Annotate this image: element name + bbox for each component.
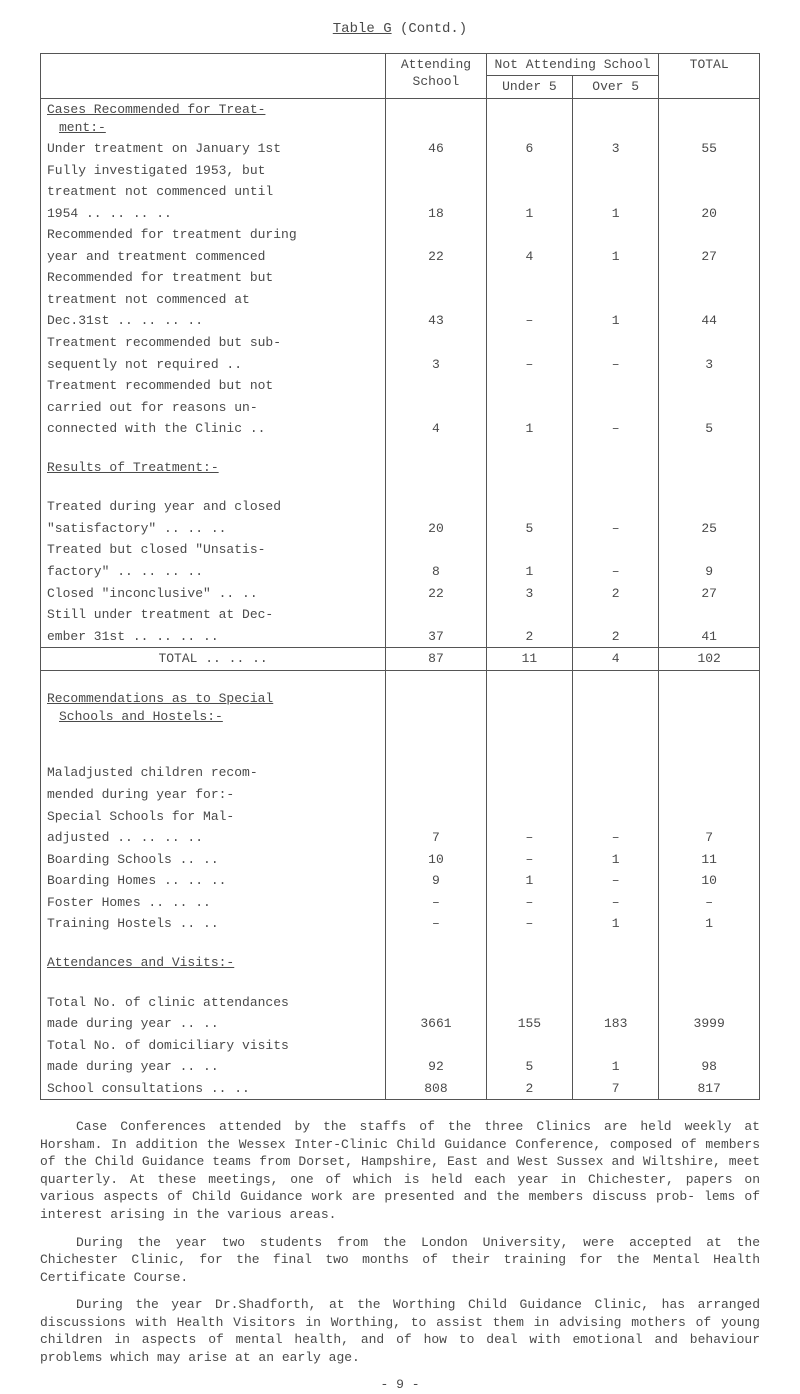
table-header-row: Attending School Not Attending School TO…	[41, 53, 760, 76]
table-row: Special Schools for Mal-	[41, 806, 760, 828]
col-total: TOTAL	[659, 53, 760, 98]
table-row: connected with the Clinic .. 4 1 – 5	[41, 418, 760, 440]
table-row: Recommended for treatment but	[41, 267, 760, 289]
table-row: Total No. of domiciliary visits	[41, 1035, 760, 1057]
col-under5: Under 5	[486, 76, 572, 99]
table-row: Boarding Homes .. .. .. 9 1 – 10	[41, 870, 760, 892]
table-row: Total No. of clinic attendances	[41, 992, 760, 1014]
table-row: adjusted .. .. .. .. 7 – – 7	[41, 827, 760, 849]
table-row: factory" .. .. .. .. 8 1 – 9	[41, 561, 760, 583]
body-text: Case Conferences attended by the staffs …	[40, 1118, 760, 1366]
table-row: 1954 .. .. .. .. 18 1 1 20	[41, 203, 760, 225]
section-heading: Schools and Hostels:-	[47, 708, 379, 726]
table-row: Recommendations as to Special Schools an…	[41, 670, 760, 762]
table-row: Dec.31st .. .. .. .. 43 – 1 44	[41, 310, 760, 332]
section-heading: Attendances and Visits:-	[47, 955, 234, 970]
table-row: Treatment recommended but not	[41, 375, 760, 397]
table-row: Treatment recommended but sub-	[41, 332, 760, 354]
table-row: treatment not commenced at	[41, 289, 760, 311]
table-row: Attendances and Visits:-	[41, 935, 760, 992]
table-row: Treated but closed "Unsatis-	[41, 539, 760, 561]
paragraph: Case Conferences attended by the staffs …	[40, 1118, 760, 1223]
table-row: Cases Recommended for Treat- ment:-	[41, 98, 760, 138]
table-row: Still under treatment at Dec-	[41, 604, 760, 626]
table-row: mended during year for:-	[41, 784, 760, 806]
table-row: year and treatment commenced 22 4 1 27	[41, 246, 760, 268]
table-row: Fully investigated 1953, but	[41, 160, 760, 182]
table-row: Closed "inconclusive" .. .. 22 3 2 27	[41, 583, 760, 605]
data-table: Attending School Not Attending School TO…	[40, 53, 760, 1100]
page-number: - 9 -	[40, 1376, 760, 1394]
paragraph: During the year Dr.Shadforth, at the Wor…	[40, 1296, 760, 1366]
table-row: Foster Homes .. .. .. – – – –	[41, 892, 760, 914]
table-row: made during year .. .. 3661 155 183 3999	[41, 1013, 760, 1035]
table-row: sequently not required .. 3 – – 3	[41, 354, 760, 376]
col-attending: Attending School	[386, 53, 487, 98]
paragraph: During the year two students from the Lo…	[40, 1234, 760, 1287]
table-row: ember 31st .. .. .. .. 37 2 2 41	[41, 626, 760, 648]
table-row: Training Hostels .. .. – – 1 1	[41, 913, 760, 935]
section-heading: Recommendations as to Special	[47, 691, 273, 706]
table-row: School consultations .. .. 808 2 7 817	[41, 1078, 760, 1100]
table-row: Recommended for treatment during	[41, 224, 760, 246]
col-not-attending: Not Attending School	[486, 53, 659, 76]
table-row: treatment not commenced until	[41, 181, 760, 203]
section-heading: Results of Treatment:-	[47, 460, 219, 475]
title-underline: Table G	[333, 21, 392, 37]
table-row: carried out for reasons un-	[41, 397, 760, 419]
page-title: Table G (Contd.)	[40, 20, 760, 39]
table-total-row: TOTAL .. .. .. 87 11 4 102	[41, 648, 760, 671]
section-heading: Cases Recommended for Treat-	[47, 102, 265, 117]
table-row: made during year .. .. 92 5 1 98	[41, 1056, 760, 1078]
table-row: Results of Treatment:-	[41, 440, 760, 497]
col-over5: Over 5	[573, 76, 659, 99]
title-suffix: (Contd.)	[392, 21, 468, 37]
table-row: Under treatment on January 1st 46 6 3 55	[41, 138, 760, 160]
table-row: Boarding Schools .. .. 10 – 1 11	[41, 849, 760, 871]
table-row: "satisfactory" .. .. .. 20 5 – 25	[41, 518, 760, 540]
table-row: Maladjusted children recom-	[41, 762, 760, 784]
section-heading: ment:-	[47, 119, 379, 137]
table-row: Treated during year and closed	[41, 496, 760, 518]
